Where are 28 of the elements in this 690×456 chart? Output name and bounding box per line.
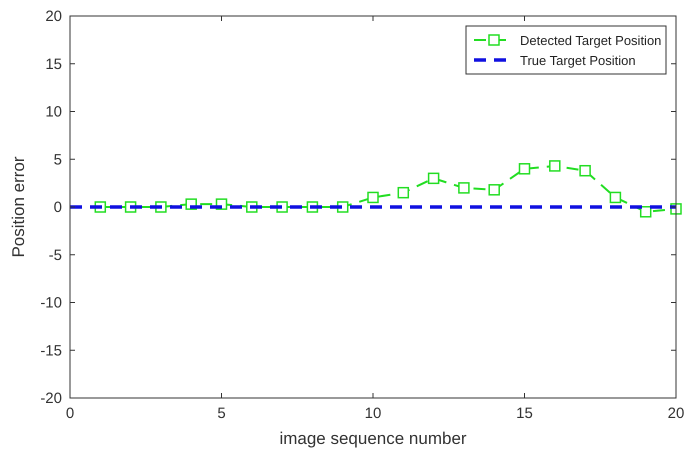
y-tick-label: 0 — [54, 199, 62, 216]
legend-label: True Target Position — [520, 53, 636, 68]
y-axis-title: Position error — [9, 156, 28, 258]
y-tick-label: -5 — [48, 246, 62, 264]
point — [518, 163, 530, 175]
x-tick-label: 10 — [364, 405, 382, 422]
x-tick-label: 20 — [668, 405, 684, 422]
y-tick-label: 10 — [45, 104, 62, 120]
legend-label: Detected Target Position — [520, 33, 662, 48]
x-tick-label: 0 — [66, 405, 74, 422]
y-tick-label: 20 — [45, 8, 62, 25]
point — [488, 184, 500, 196]
point — [610, 192, 622, 204]
point — [398, 186, 410, 198]
x-axis-title: image sequence number — [279, 429, 467, 448]
y-tick-label: -10 — [40, 294, 62, 312]
point — [549, 160, 561, 172]
point — [640, 206, 652, 218]
point — [579, 164, 591, 176]
y-tick-label: 5 — [54, 151, 62, 168]
point — [428, 172, 440, 184]
x-tick-label: 15 — [516, 405, 533, 422]
point — [367, 192, 379, 204]
x-tick-label: 5 — [217, 405, 226, 422]
y-tick-label: -20 — [40, 390, 62, 407]
point — [458, 182, 470, 194]
y-tick-label: 15 — [45, 56, 62, 73]
y-tick-label: -15 — [40, 342, 62, 360]
